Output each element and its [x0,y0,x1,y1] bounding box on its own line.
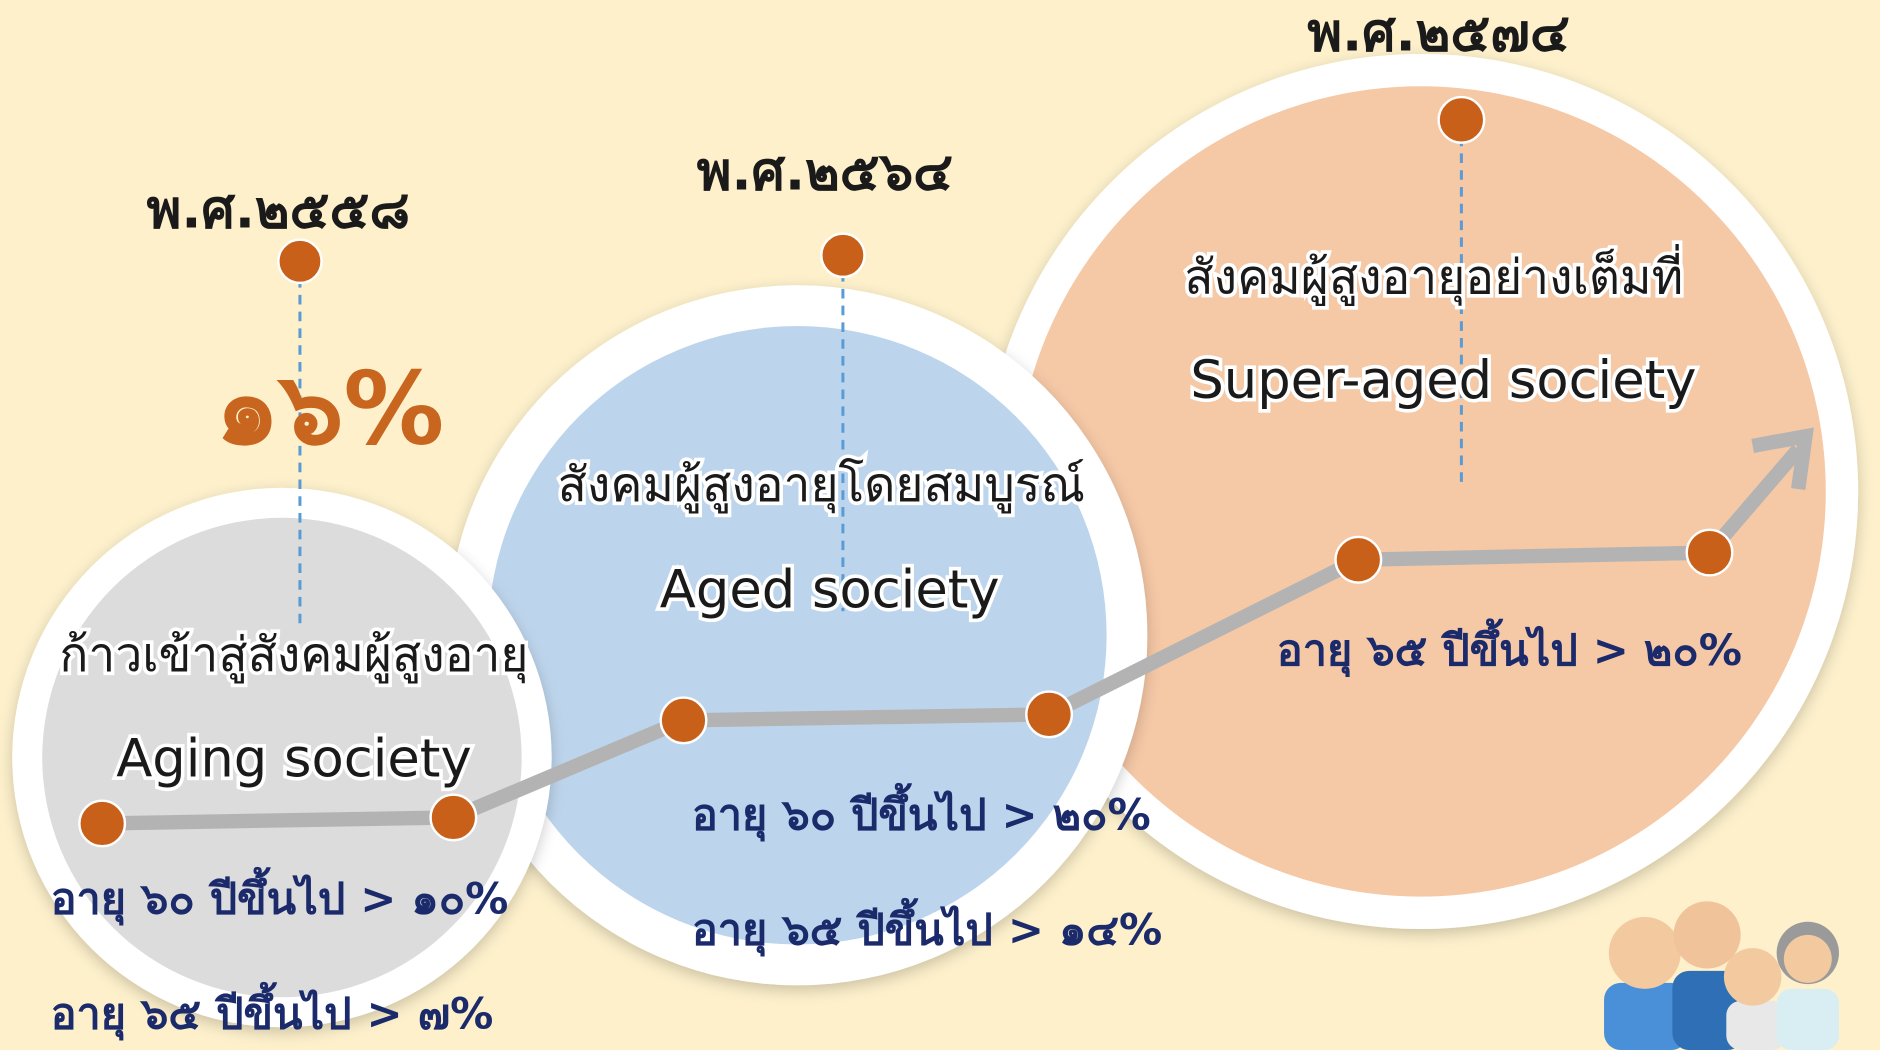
title-en: Aging society [116,729,471,790]
circle-aged [488,326,1106,944]
title-en: Super-aged society [1190,350,1696,411]
title-th: สังคมผู้สูงอายุอย่างเต็มที่ [1184,244,1683,307]
year: พ.ศ.๒๕๗๔ [1307,2,1569,63]
criterion: อายุ ๖๐ ปีขึ้นไป > ๒๐% [692,782,1151,842]
title-th: ก้าวเข้าสู่สังคมผู้สูงอายุ [59,628,528,684]
criterion: อายุ ๖๕ ปีขึ้นไป > ๒๐% [1277,618,1742,678]
circle-super-aged [1016,86,1826,896]
infographic: พ.ศ.๒๕๕๘ ๑๖% ก้าวเข้าสู่สังคมผู้สูงอายุ … [0,0,1880,1050]
highlight-percent: ๑๖% [216,350,445,467]
year: พ.ศ.๒๕๕๘ [147,180,411,241]
year: พ.ศ.๒๕๖๔ [697,141,953,202]
title-th: สังคมผู้สูงอายุโดยสมบูรณ์ [558,457,1085,514]
elderly-illustration [1604,901,1839,1050]
criterion: อายุ ๖๕ ปีขึ้นไป > ๗% [51,981,494,1041]
criterion: อายุ ๖๐ ปีขึ้นไป > ๑๐% [51,866,509,926]
title-en: Aged society [660,560,1000,621]
criterion: อายุ ๖๕ ปีขึ้นไป > ๑๔% [692,898,1162,958]
